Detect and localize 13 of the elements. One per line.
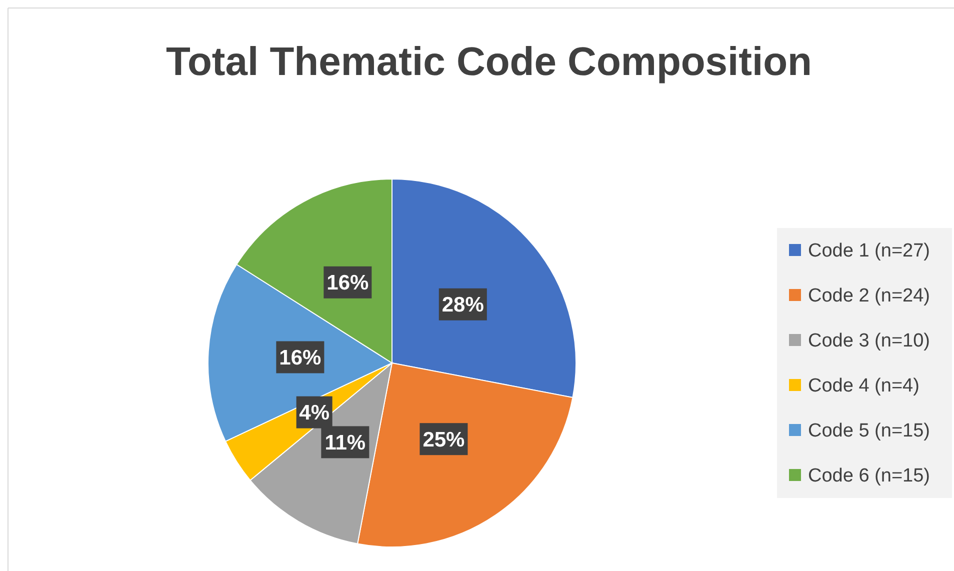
legend-label: Code 2 (n=24) <box>808 286 930 307</box>
legend-label: Code 3 (n=10) <box>808 330 930 352</box>
chart-title: Total Thematic Code Composition <box>166 40 812 84</box>
legend-label: Code 6 (n=15) <box>808 466 930 487</box>
legend-label: Code 1 (n=27) <box>808 240 930 262</box>
data-label: 11% <box>324 432 366 455</box>
data-label: 4% <box>299 402 330 425</box>
data-label: 16% <box>326 272 370 295</box>
legend-label: Code 5 (n=15) <box>808 420 930 442</box>
data-label: 28% <box>442 294 484 317</box>
data-label: 16% <box>279 346 322 370</box>
legend-label: Code 4 (n=4) <box>808 376 920 397</box>
data-label: 25% <box>422 428 466 452</box>
